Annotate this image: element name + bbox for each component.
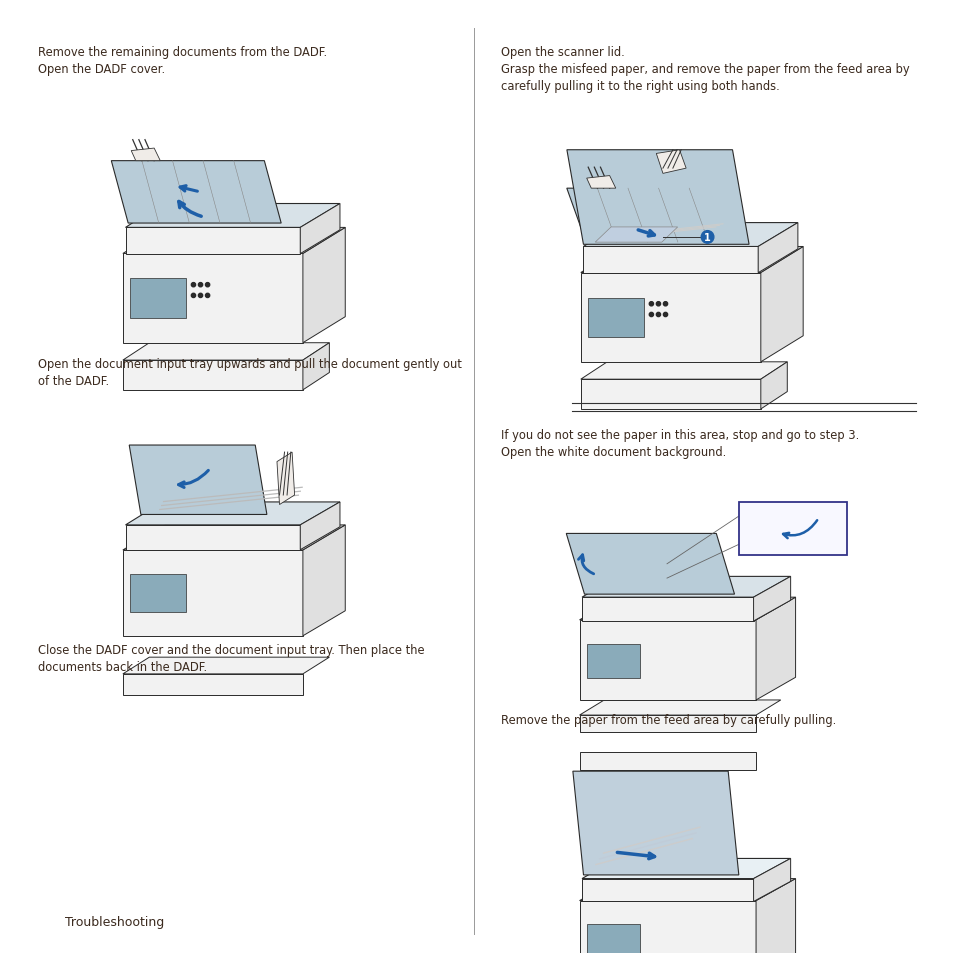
Circle shape [656,313,659,317]
Polygon shape [581,577,790,598]
Text: Troubleshooting: Troubleshooting [65,915,164,928]
Polygon shape [300,502,339,550]
Polygon shape [753,859,790,902]
Circle shape [205,294,210,298]
Circle shape [192,283,195,288]
Polygon shape [581,598,753,621]
FancyBboxPatch shape [739,502,846,556]
Circle shape [700,232,713,244]
Polygon shape [580,274,760,362]
Polygon shape [123,343,329,361]
Polygon shape [303,343,329,391]
FancyBboxPatch shape [586,924,639,953]
Circle shape [649,302,653,307]
Polygon shape [566,534,734,595]
Circle shape [192,294,195,298]
Circle shape [662,302,667,307]
Polygon shape [580,379,760,410]
Polygon shape [566,189,739,243]
FancyBboxPatch shape [130,279,186,318]
Polygon shape [303,525,345,637]
Polygon shape [583,247,758,274]
Polygon shape [578,901,755,953]
Text: Remove the paper from the feed area by carefully pulling.: Remove the paper from the feed area by c… [500,713,835,726]
Polygon shape [755,879,795,953]
Text: If you do not see the paper in this area, stop and go to step 3.
Open the white : If you do not see the paper in this area… [500,429,859,458]
Circle shape [662,313,667,317]
FancyBboxPatch shape [586,644,639,678]
Polygon shape [123,551,303,637]
Polygon shape [595,228,677,243]
Polygon shape [586,176,615,189]
Polygon shape [126,228,300,254]
Polygon shape [583,223,797,247]
Circle shape [205,283,210,288]
FancyBboxPatch shape [130,575,186,612]
Text: Open the scanner lid.
Grasp the misfeed paper, and remove the paper from the fee: Open the scanner lid. Grasp the misfeed … [500,46,908,92]
Polygon shape [303,228,345,343]
Text: 1: 1 [703,233,710,243]
Text: Open the document input tray upwards and pull the document gently out
of the DAD: Open the document input tray upwards and… [38,357,461,387]
Polygon shape [112,161,281,224]
Text: Close the DADF cover and the document input tray. Then place the
documents back : Close the DADF cover and the document in… [38,643,424,673]
Polygon shape [566,151,748,245]
Polygon shape [129,446,267,515]
Polygon shape [126,204,339,228]
Polygon shape [753,577,790,621]
Polygon shape [755,598,795,700]
Polygon shape [123,658,329,674]
Polygon shape [132,149,160,161]
Polygon shape [578,716,755,733]
Circle shape [656,302,659,307]
Polygon shape [578,700,780,716]
FancyBboxPatch shape [587,298,643,337]
Polygon shape [581,859,790,879]
Polygon shape [578,753,755,770]
Polygon shape [300,204,339,254]
Polygon shape [572,771,738,875]
Polygon shape [580,247,802,274]
Circle shape [649,313,653,317]
Circle shape [198,283,202,288]
Polygon shape [578,598,795,620]
Polygon shape [123,254,303,343]
Polygon shape [123,525,345,551]
Polygon shape [123,674,303,696]
Polygon shape [760,247,802,362]
Polygon shape [123,228,345,254]
Circle shape [198,294,202,298]
Polygon shape [580,362,786,379]
Polygon shape [656,151,685,174]
Polygon shape [758,223,797,274]
Polygon shape [578,620,755,700]
Polygon shape [760,362,786,410]
Polygon shape [581,879,753,902]
Polygon shape [578,879,795,901]
Polygon shape [126,525,300,550]
Polygon shape [123,361,303,391]
Text: Remove the remaining documents from the DADF.
Open the DADF cover.: Remove the remaining documents from the … [38,46,327,75]
Polygon shape [276,453,294,505]
Polygon shape [126,502,339,525]
